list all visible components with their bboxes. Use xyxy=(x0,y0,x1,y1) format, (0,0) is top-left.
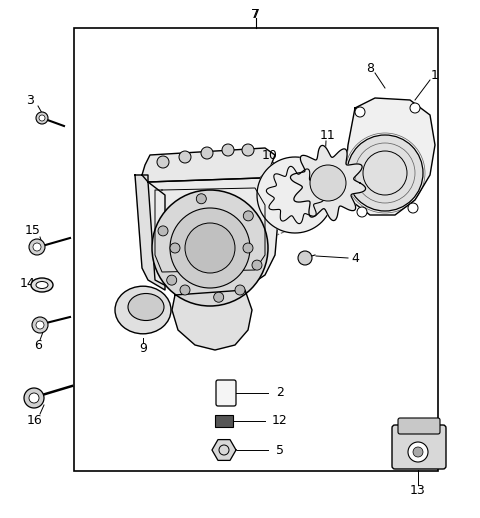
Circle shape xyxy=(179,151,191,163)
Text: 12: 12 xyxy=(272,414,288,427)
Text: 5: 5 xyxy=(276,443,284,456)
Bar xyxy=(74,28,438,471)
Circle shape xyxy=(357,207,367,217)
Circle shape xyxy=(32,317,48,333)
Text: 6: 6 xyxy=(34,338,42,352)
Circle shape xyxy=(29,393,39,403)
Circle shape xyxy=(243,243,253,253)
Circle shape xyxy=(243,211,253,221)
Ellipse shape xyxy=(36,281,48,289)
Circle shape xyxy=(167,275,177,285)
Ellipse shape xyxy=(115,286,171,334)
Circle shape xyxy=(29,239,45,255)
Text: 8: 8 xyxy=(366,62,374,75)
Polygon shape xyxy=(142,148,275,182)
Text: 13: 13 xyxy=(410,483,426,496)
Text: 9: 9 xyxy=(139,341,147,354)
Text: 3: 3 xyxy=(26,94,34,107)
Text: 1: 1 xyxy=(431,68,439,81)
Bar xyxy=(215,415,233,427)
Circle shape xyxy=(39,115,45,121)
Circle shape xyxy=(158,226,168,236)
Polygon shape xyxy=(148,178,278,295)
Polygon shape xyxy=(345,98,435,215)
Text: 10: 10 xyxy=(262,149,278,162)
Circle shape xyxy=(152,190,268,306)
Circle shape xyxy=(242,144,254,156)
Text: 11: 11 xyxy=(320,128,336,141)
Polygon shape xyxy=(212,440,236,461)
FancyBboxPatch shape xyxy=(392,425,446,469)
Circle shape xyxy=(157,156,169,168)
Circle shape xyxy=(252,260,262,270)
Circle shape xyxy=(235,285,245,295)
Ellipse shape xyxy=(128,294,164,321)
Circle shape xyxy=(222,144,234,156)
Circle shape xyxy=(214,292,224,302)
Text: 16: 16 xyxy=(27,413,43,426)
Circle shape xyxy=(310,165,346,201)
FancyBboxPatch shape xyxy=(398,418,440,434)
Text: 14: 14 xyxy=(20,277,36,290)
Polygon shape xyxy=(172,290,252,350)
Circle shape xyxy=(33,243,41,251)
Text: 4: 4 xyxy=(351,252,359,265)
Text: 7: 7 xyxy=(252,7,260,21)
Circle shape xyxy=(298,251,312,265)
Circle shape xyxy=(180,285,190,295)
Text: 7: 7 xyxy=(251,7,259,21)
Circle shape xyxy=(185,223,235,273)
Circle shape xyxy=(408,203,418,213)
Polygon shape xyxy=(290,146,366,221)
Text: 2: 2 xyxy=(276,386,284,399)
Circle shape xyxy=(36,112,48,124)
Circle shape xyxy=(413,447,423,457)
Circle shape xyxy=(36,321,44,329)
Text: 15: 15 xyxy=(25,223,41,237)
Ellipse shape xyxy=(31,278,53,292)
Circle shape xyxy=(408,442,428,462)
Circle shape xyxy=(196,194,206,204)
FancyBboxPatch shape xyxy=(216,380,236,406)
Circle shape xyxy=(355,107,365,117)
Polygon shape xyxy=(257,157,333,233)
Circle shape xyxy=(24,388,44,408)
Circle shape xyxy=(170,208,250,288)
Circle shape xyxy=(201,147,213,159)
Circle shape xyxy=(347,135,423,211)
Circle shape xyxy=(170,243,180,253)
Polygon shape xyxy=(135,175,165,290)
Circle shape xyxy=(410,103,420,113)
